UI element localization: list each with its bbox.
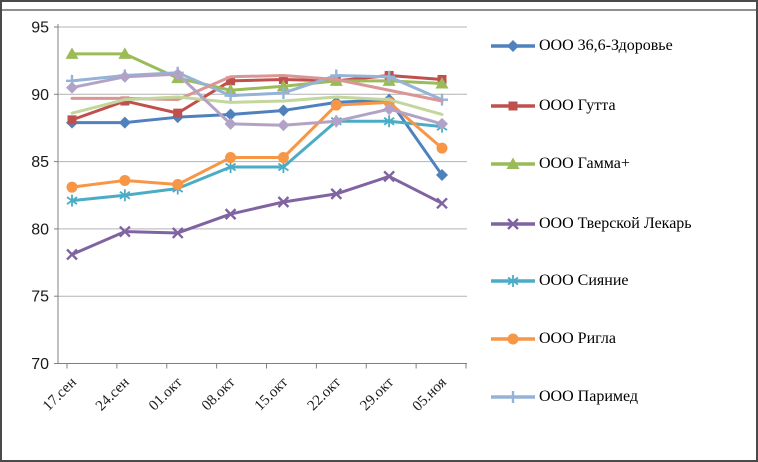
legend-marker-icon-circle xyxy=(491,333,535,345)
x-axis-label-3: 08.окт xyxy=(199,374,239,414)
y-axis-label-75: 75 xyxy=(31,289,49,306)
marker-diamond xyxy=(171,68,184,81)
marker-diamond xyxy=(436,117,448,130)
marker-square xyxy=(508,101,518,111)
marker-circle xyxy=(507,333,519,345)
series-line-ooo-rigla xyxy=(70,100,444,189)
legend-marker-icon-star xyxy=(491,275,535,287)
legend-label: ООО Гутта xyxy=(539,97,616,114)
legend-label: ООО Паримед xyxy=(539,388,639,405)
x-axis-label-1: 24.сен xyxy=(93,375,133,415)
x-axis-label-6: 29.окт xyxy=(357,374,397,414)
marker-circle xyxy=(436,142,448,154)
marker-plus xyxy=(277,86,290,99)
marker-square xyxy=(173,108,183,118)
legend-label: ООО Ригла xyxy=(539,330,616,347)
y-axis-label-90: 90 xyxy=(31,87,49,104)
y-axis-label-80: 80 xyxy=(31,221,49,238)
legend-item-ooo-gutta: ООО Гутта xyxy=(489,95,717,116)
marker-triangle xyxy=(118,47,132,59)
marker-circle xyxy=(225,152,237,164)
series-line-series-10 xyxy=(70,72,444,127)
marker-plus xyxy=(383,70,396,83)
marker-triangle xyxy=(276,79,290,92)
marker-x xyxy=(119,225,131,238)
series-ooo-rigla xyxy=(66,96,448,193)
series-series-10 xyxy=(66,68,448,132)
series-line-series-9 xyxy=(70,95,444,116)
marker-diamond xyxy=(436,169,448,182)
series-ooo-tverskoy-lekar xyxy=(66,170,448,261)
marker-x xyxy=(66,248,78,261)
marker-x xyxy=(436,197,448,210)
top-divider-line xyxy=(2,9,756,11)
marker-triangle xyxy=(224,83,238,96)
legend-label: ООО 36,6-Здоровье xyxy=(539,37,673,54)
marker-x xyxy=(171,227,184,239)
marker-circle xyxy=(330,99,342,111)
legend-label: ООО Сияние xyxy=(539,272,629,289)
series-series-9 xyxy=(70,95,444,116)
legend-marker-icon-diamond xyxy=(491,40,535,52)
marker-triangle xyxy=(65,47,79,59)
marker-diamond xyxy=(277,119,290,132)
marker-diamond xyxy=(118,116,131,129)
marker-star xyxy=(119,189,131,202)
marker-star xyxy=(383,115,395,128)
y-axis-label-70: 70 xyxy=(31,356,49,373)
marker-square xyxy=(278,74,288,84)
marker-x xyxy=(330,188,343,200)
marker-diamond xyxy=(277,104,290,117)
legend-label: ООО Гамма+ xyxy=(539,155,630,172)
x-axis-label-7: 05.ноя xyxy=(410,374,450,414)
series-line-ooo-siyanie xyxy=(70,119,444,203)
legend-marker-icon-triangle xyxy=(491,157,535,169)
marker-diamond xyxy=(224,117,237,130)
series-line-ooo-gamma-plus xyxy=(70,52,444,92)
marker-x xyxy=(277,196,290,208)
marker-diamond xyxy=(383,103,396,116)
legend: ООО 36,6-Здоровье ООО Гутта ООО Гамма+ ООО … xyxy=(489,2,754,460)
x-axis-label-4: 15.окт xyxy=(252,374,292,414)
marker-triangle xyxy=(506,157,520,169)
legend-item-ooo-siyanie: ООО Сияние xyxy=(489,270,717,291)
x-axis-label-2: 01.окт xyxy=(146,374,186,414)
marker-diamond xyxy=(507,40,519,52)
marker-circle xyxy=(172,178,184,190)
legend-item-ooo-parimed: ООО Паримед xyxy=(489,386,717,407)
series-line-ooo-tverskoy-lekar xyxy=(70,174,444,256)
legend-item-ooo-rigla: ООО Ригла xyxy=(489,328,717,349)
legend-marker-icon-square xyxy=(491,101,535,111)
marker-circle xyxy=(66,181,78,193)
series-ooo-siyanie xyxy=(66,115,448,207)
y-axis-label-95: 95 xyxy=(31,20,49,37)
x-axis-label-5: 22.окт xyxy=(305,374,345,414)
marker-square xyxy=(67,115,77,125)
marker-circle xyxy=(277,152,289,164)
marker-square xyxy=(226,76,236,86)
marker-x xyxy=(224,208,237,220)
legend-marker-icon-plus xyxy=(491,391,535,403)
marker-circle xyxy=(119,174,131,186)
marker-diamond xyxy=(66,81,78,94)
legend-item-ooo-gamma-plus: ООО Гамма+ xyxy=(489,153,717,174)
marker-triangle xyxy=(435,77,449,89)
legend-label: ООО Тверской Лекарь xyxy=(539,215,692,232)
marker-x xyxy=(383,170,395,183)
marker-diamond xyxy=(330,115,343,128)
marker-star xyxy=(507,275,519,287)
marker-x xyxy=(507,218,519,230)
marker-diamond xyxy=(224,108,237,121)
x-axis-label-0: 17.сен xyxy=(40,375,80,415)
legend-item-ooo-366-zdorovye: ООО 36,6-Здоровье xyxy=(489,35,717,56)
marker-diamond xyxy=(118,70,131,83)
legend-marker-icon-x xyxy=(491,218,535,230)
marker-plus xyxy=(224,89,237,102)
marker-star xyxy=(66,194,78,207)
marker-plus xyxy=(507,391,519,403)
legend-item-ooo-tverskoy-lekar: ООО Тверской Лекарь xyxy=(489,213,717,234)
y-axis-label-85: 85 xyxy=(31,154,49,171)
